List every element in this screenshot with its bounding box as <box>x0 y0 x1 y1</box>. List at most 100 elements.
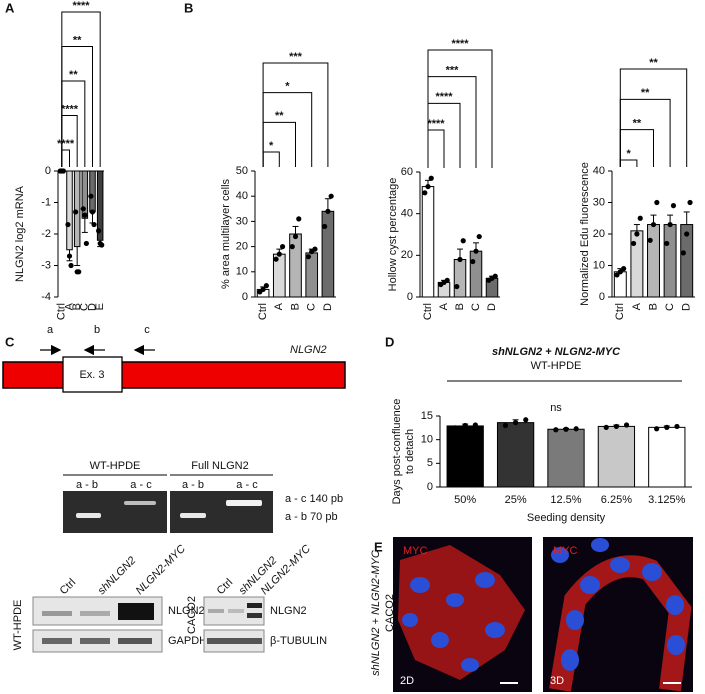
significance-label: **** <box>427 118 445 130</box>
primer-label: b <box>94 324 100 336</box>
data-point <box>273 256 279 262</box>
data-point <box>563 426 569 432</box>
blot-band <box>247 613 262 618</box>
y-tick-label: 10 <box>236 266 248 278</box>
band-label: a - c 140 pb <box>285 493 343 505</box>
protein-label: NLGN2 <box>168 605 205 617</box>
y-tick-label: 40 <box>593 165 605 177</box>
data-point <box>621 266 627 272</box>
data-point <box>68 262 74 269</box>
y-tick-label: 0 <box>45 165 51 177</box>
data-point <box>452 425 458 431</box>
data-point <box>492 273 498 279</box>
bar <box>496 422 535 488</box>
data-point <box>444 277 450 283</box>
data-point <box>428 175 434 181</box>
significance-bracket <box>427 129 445 168</box>
x-tick-label: B <box>71 303 83 310</box>
gel-band <box>180 513 206 518</box>
lane-label: Ctrl <box>58 577 79 598</box>
y-tick-label: 40 <box>401 208 413 220</box>
data-point <box>328 193 334 199</box>
data-point <box>65 221 71 228</box>
significance-label: **** <box>57 138 75 150</box>
data-point <box>289 244 295 250</box>
x-tick-label: C <box>79 303 91 311</box>
condition-label: 3D <box>550 675 564 687</box>
cell-line-label: CACO2 <box>186 596 198 634</box>
data-point <box>476 233 482 240</box>
data-point <box>325 208 331 214</box>
significance-label: *** <box>446 65 460 77</box>
data-point <box>670 203 677 209</box>
side-label: shNLGN2 + NLGN2-MYC <box>370 550 382 676</box>
data-point <box>647 237 653 243</box>
significance-bracket <box>619 159 638 167</box>
data-point <box>573 426 579 432</box>
bar <box>597 425 636 488</box>
significance-bracket <box>427 49 493 168</box>
x-tick-label: C <box>306 303 318 311</box>
primer-label: c <box>144 324 150 336</box>
significance-label: **** <box>72 0 90 12</box>
y-axis-label: Normalized Edu fluorescence <box>579 162 591 306</box>
data-point <box>650 221 657 228</box>
blot-band <box>42 611 72 616</box>
panel-label: A <box>5 0 15 15</box>
bar <box>648 426 686 488</box>
condition-label: 2D <box>400 675 414 687</box>
blot-band <box>80 638 110 644</box>
x-tick-label: D <box>486 303 498 311</box>
bar <box>453 259 467 298</box>
annotation: ns <box>550 402 562 414</box>
significance-bracket <box>61 11 101 167</box>
significance-label: * <box>285 81 290 93</box>
blot: Ctrl shNLGN2 NLGN2-MYC NLGN2 GAPDH WT-HP… <box>12 543 327 653</box>
significance-label: ** <box>641 87 650 99</box>
data-point <box>462 422 468 429</box>
gene-label: NLGN2 <box>290 344 327 356</box>
lane-label: a - c <box>236 479 258 491</box>
cell-line-label: WT-HPDE <box>12 600 24 651</box>
data-point <box>312 246 318 252</box>
data-point <box>674 423 680 430</box>
panel-label: B <box>184 0 193 15</box>
y-tick-label: 0 <box>242 291 248 303</box>
y-axis-label: to detach <box>404 429 416 474</box>
data-point <box>305 254 312 260</box>
stain-label: MYC <box>553 545 578 557</box>
gel-image <box>170 491 273 533</box>
gene-bar <box>2 361 346 389</box>
data-point <box>680 250 686 256</box>
y-tick-label: 60 <box>401 166 413 178</box>
y-tick-label: 5 <box>427 457 433 469</box>
data-point <box>454 283 460 290</box>
blot-band <box>208 609 224 613</box>
y-tick-label: -4 <box>41 291 51 303</box>
x-tick-label: Ctrl <box>422 303 434 320</box>
data-point <box>99 242 105 248</box>
lane-label: a - c <box>130 479 152 491</box>
data-point <box>473 248 479 254</box>
y-tick-label: 50 <box>236 165 248 177</box>
lane-label: a - b <box>76 479 98 491</box>
data-point <box>73 209 79 215</box>
blot-band <box>118 603 154 620</box>
x-tick-label: D <box>322 303 334 311</box>
significance-label: **** <box>435 91 453 103</box>
gene-diagram: a b c NLGN2 Ex. 3 <box>2 324 346 393</box>
significance-label: ** <box>69 69 78 81</box>
bar <box>647 224 660 298</box>
panel-label: C <box>5 334 15 349</box>
bar <box>89 170 96 213</box>
significance-bracket <box>61 80 86 167</box>
chart-title: shNLGN2 + NLGN2-MYC <box>492 346 621 358</box>
data-point <box>472 422 478 428</box>
gel-group: Full NLGN2 <box>191 460 248 472</box>
data-point <box>630 240 637 247</box>
protein-label: NLGN2 <box>270 605 307 617</box>
data-point <box>684 231 690 237</box>
blot-band <box>42 638 72 644</box>
y-tick-label: -3 <box>41 259 51 271</box>
